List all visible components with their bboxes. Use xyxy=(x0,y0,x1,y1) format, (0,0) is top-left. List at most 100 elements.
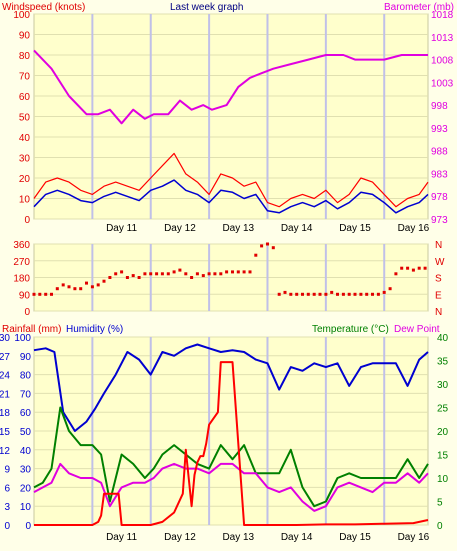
temperature-tick-label: 25 xyxy=(437,404,449,415)
direction-point xyxy=(201,274,205,278)
humidity-tick-label: 100 xyxy=(14,333,31,344)
right-tick-label: 993 xyxy=(431,124,448,135)
direction-point xyxy=(382,290,386,294)
direction-point xyxy=(184,272,188,276)
right-tick-label: 988 xyxy=(431,147,448,158)
right-tick-label: 983 xyxy=(431,169,448,180)
compass-label: E xyxy=(435,290,442,301)
direction-point xyxy=(55,287,59,291)
direction-point xyxy=(219,272,223,276)
direction-point xyxy=(61,283,65,287)
direction-point xyxy=(289,292,293,296)
right-tick-label: 973 xyxy=(431,215,448,226)
humidity-tick-label: 30 xyxy=(20,465,32,476)
left-tick-label: 180 xyxy=(13,274,30,285)
direction-point xyxy=(371,292,374,296)
direction-point xyxy=(190,276,194,279)
direction-point xyxy=(32,292,36,296)
left-tick-label: 50 xyxy=(19,113,31,124)
series-line-gust xyxy=(33,152,429,208)
left-tick-label: 60 xyxy=(19,92,31,103)
direction-point xyxy=(213,272,217,276)
direction-point xyxy=(301,292,304,296)
left-tick-label: 270 xyxy=(13,257,30,268)
humidity-tick-label: 60 xyxy=(20,408,32,419)
direction-point xyxy=(406,266,410,270)
direction-point xyxy=(231,270,234,274)
direction-point xyxy=(277,292,281,296)
compass-label: S xyxy=(435,274,442,285)
axis-label-windspeed: Windspeed (knots) xyxy=(2,2,85,13)
axis-label-rainfall: Rainfall (mm) xyxy=(2,324,61,335)
left-tick-label: 10 xyxy=(19,195,31,206)
direction-point xyxy=(271,246,275,250)
right-tick-label: 1013 xyxy=(431,33,454,44)
direction-point xyxy=(108,276,112,279)
direction-point xyxy=(365,292,369,296)
chart-title: Last week graph xyxy=(170,2,243,13)
direction-point xyxy=(295,292,299,296)
left-tick-label: 360 xyxy=(13,240,30,251)
direction-point xyxy=(306,292,310,296)
right-tick-label: 1003 xyxy=(431,78,454,89)
direction-point xyxy=(242,270,246,274)
direction-point xyxy=(376,292,380,296)
temperature-tick-label: 0 xyxy=(437,521,443,532)
direction-point xyxy=(266,242,269,246)
direction-point xyxy=(155,272,159,276)
direction-point xyxy=(411,268,415,272)
temperature-tick-label: 15 xyxy=(437,451,449,462)
direction-point xyxy=(417,266,421,270)
x-tick-label: Day 12 xyxy=(164,223,196,234)
direction-point xyxy=(96,283,100,287)
humidity-ticks: 0 10 20 30 40 50 60 70 80 90 100 xyxy=(14,333,31,532)
right-tick-label: 998 xyxy=(431,101,448,112)
x-tick-label: Day 11 xyxy=(106,223,137,234)
humidity-tick-label: 10 xyxy=(20,502,32,513)
compass-label: N xyxy=(435,240,442,251)
temperature-tick-label: 40 xyxy=(437,333,449,344)
direction-point xyxy=(102,279,106,283)
humidity-tick-label: 0 xyxy=(25,521,31,532)
direction-point xyxy=(38,292,42,296)
direction-point xyxy=(67,285,71,289)
direction-point xyxy=(73,287,77,291)
right-tick-label: 978 xyxy=(431,192,448,203)
series-direction xyxy=(32,242,427,296)
left-tick-label: 20 xyxy=(19,174,31,185)
rain-tick-label: 3 xyxy=(4,502,10,513)
rain-tick-label: 9 xyxy=(4,465,10,476)
rain-tick-label: 15 xyxy=(0,427,10,438)
direction-point xyxy=(143,272,147,276)
direction-point xyxy=(394,272,398,276)
left-tick-label: 0 xyxy=(24,215,30,226)
direction-point xyxy=(359,292,363,296)
series-line-barometer xyxy=(33,49,428,125)
panel-wind-barometer: Windspeed (knots) Last week graph Barome… xyxy=(2,2,454,234)
direction-point xyxy=(131,274,135,278)
direction-point xyxy=(388,287,392,291)
day-lines-direction xyxy=(91,244,386,311)
compass-label: W xyxy=(435,257,445,268)
x-tick-label: Day 13 xyxy=(222,532,254,543)
rain-tick-label: 18 xyxy=(0,408,10,419)
left-tick-label: 70 xyxy=(19,72,31,83)
rain-tick-label: 0 xyxy=(4,521,10,532)
x-tick-label: Day 11 xyxy=(106,532,137,543)
direction-point xyxy=(178,268,182,272)
direction-point xyxy=(137,276,141,279)
right-ticks-barometer: 973 978 983 988 993 998 1003 1008 1013 1018 xyxy=(431,10,454,226)
direction-point xyxy=(324,292,328,296)
left-tick-label: 80 xyxy=(19,51,31,62)
x-ticks-wind: Day 11 Day 12 Day 13 Day 14 Day 15 Day 16 xyxy=(106,223,430,234)
series-rain-humidity-temp xyxy=(33,343,429,526)
left-ticks-wind: 0 10 20 30 40 50 60 70 80 90 100 xyxy=(13,10,30,226)
rain-tick-label: 21 xyxy=(0,389,10,400)
left-ticks-direction: 0 90 180 270 360 xyxy=(13,240,30,318)
direction-point xyxy=(225,270,229,274)
series-line-temperature xyxy=(33,406,429,508)
direction-point xyxy=(248,270,252,274)
